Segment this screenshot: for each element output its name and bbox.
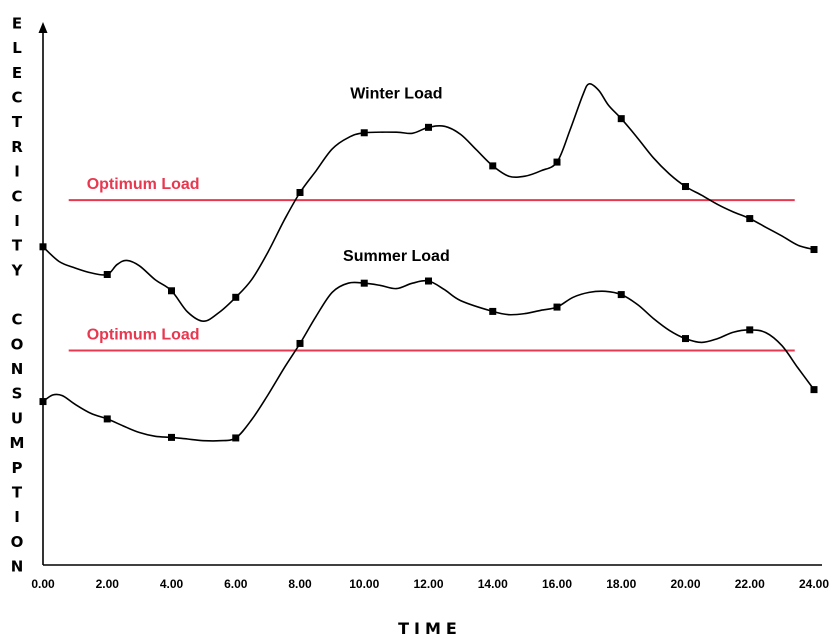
y-axis-label-letter: E [12, 15, 22, 33]
y-axis-label-letter: L [12, 39, 22, 57]
summer-load-point [553, 303, 561, 311]
summer-load-point [39, 398, 47, 406]
winter-load-point [489, 162, 497, 170]
winter-load-label: Winter Load [350, 86, 442, 103]
optimum-load-label: Optimum Load [87, 176, 200, 193]
summer-load-point [489, 307, 497, 315]
x-tick-label: 14.00 [478, 577, 508, 591]
y-axis-label-letter: O [11, 533, 24, 551]
winter-load-point [168, 287, 175, 295]
x-tick-label: 10.00 [349, 577, 379, 591]
y-axis-label-letter: R [11, 138, 23, 156]
y-axis-label-letter: I [14, 508, 20, 526]
x-tick-label: 18.00 [606, 577, 636, 591]
winter-load-point [360, 129, 368, 137]
x-tick-label: 24.00 [799, 577, 829, 591]
y-axis-label-letter: I [14, 163, 20, 181]
winter-load-point [103, 270, 111, 278]
summer-load-point [168, 433, 175, 441]
winter-load-point [39, 243, 47, 251]
winter-load-line [42, 83, 815, 323]
summer-load-point [425, 277, 432, 285]
y-axis-arrow [38, 22, 48, 33]
winter-load-point [425, 123, 432, 131]
y-axis-label-letter: M [10, 434, 25, 452]
winter-load-point [617, 115, 625, 123]
x-tick-label: 0.00 [31, 577, 55, 591]
y-axis-label-letter: P [12, 459, 23, 477]
x-tick-label: 6.00 [224, 577, 248, 591]
y-axis-label-letter: C [11, 89, 22, 107]
y-axis-label-letter: U [11, 409, 23, 427]
x-tick-label: 22.00 [735, 577, 765, 591]
y-axis-label-letter: O [11, 335, 24, 353]
summer-load-point [810, 386, 818, 394]
x-axis-label: TIME [398, 619, 462, 638]
y-axis-label-letter: C [11, 187, 22, 205]
summer-load-label: Summer Load [343, 248, 450, 265]
series-group: Winter Load Summer Load [39, 83, 818, 442]
winter-load-point [746, 215, 754, 223]
x-tick-label: 8.00 [288, 577, 312, 591]
summer-load-point [296, 339, 304, 347]
y-axis-label-letter: I [14, 212, 20, 230]
summer-load-point [617, 291, 625, 299]
summer-load-point [232, 434, 240, 442]
summer-load-line [42, 279, 815, 442]
x-tick-label: 16.00 [542, 577, 572, 591]
y-axis-label-letter: N [11, 360, 24, 378]
summer-load-point [682, 335, 689, 343]
y-axis-label-letter: C [11, 311, 22, 329]
x-tick-label: 4.00 [160, 577, 184, 591]
winter-load-point [232, 293, 240, 301]
optimum-load-lines: Optimum Load Optimum Load [68, 176, 795, 352]
winter-load-point [296, 189, 304, 197]
y-axis-label-letter: T [12, 483, 23, 501]
y-axis-label-letter: T [12, 237, 23, 255]
y-axis-label-letter: Y [11, 261, 24, 279]
summer-load-point [746, 326, 754, 334]
x-tick-label: 20.00 [670, 577, 700, 591]
x-tick-label: 2.00 [96, 577, 120, 591]
winter-load-point [682, 183, 689, 191]
y-axis-label-letter: N [11, 558, 24, 576]
optimum-load-label: Optimum Load [87, 327, 200, 344]
y-axis-label-letter: T [12, 113, 23, 131]
y-axis-label-letter: E [12, 64, 22, 82]
axes [38, 22, 822, 566]
summer-load-point [360, 279, 368, 287]
x-tick-labels: 0.00 2.00 4.00 6.00 8.00 10.00 12.00 14.00 16.00… [31, 577, 829, 591]
y-axis-label-letter: S [12, 385, 23, 403]
x-tick-label: 12.00 [413, 577, 443, 591]
summer-load-point [103, 415, 111, 423]
winter-load-point [810, 246, 818, 254]
winter-load-point [553, 158, 561, 166]
